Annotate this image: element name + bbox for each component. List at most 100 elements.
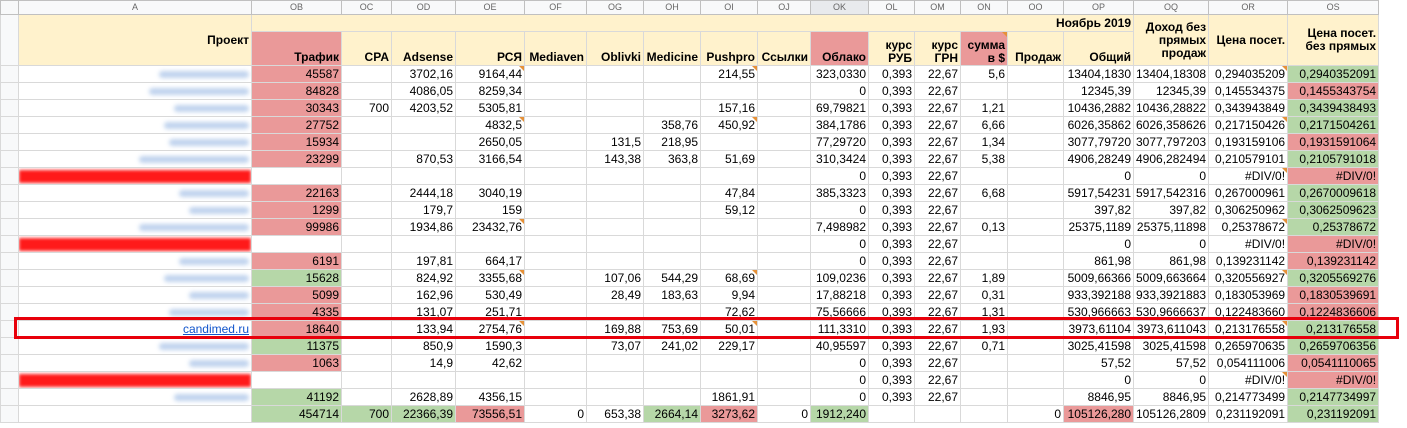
cell-t[interactable]: 4335 — [251, 303, 342, 321]
cell-t[interactable]: 84828 — [251, 82, 342, 100]
row-number[interactable] — [0, 320, 19, 338]
project-cell[interactable] — [18, 354, 252, 372]
cell-o[interactable] — [586, 371, 644, 389]
cell-a[interactable] — [391, 371, 456, 389]
cell-usd[interactable] — [960, 354, 1008, 372]
cell-c[interactable] — [341, 269, 392, 287]
cell-pr[interactable]: 0,25378672 — [1208, 218, 1289, 236]
column-header[interactable]: A — [18, 0, 252, 15]
cell-rub[interactable]: 0,393 — [868, 82, 915, 100]
cell-inc[interactable]: 0 — [1132, 371, 1210, 389]
cell-o[interactable] — [586, 201, 644, 219]
cell-pu[interactable]: 59,12 — [700, 201, 758, 219]
row-number[interactable] — [0, 286, 19, 304]
cell-r[interactable]: 530,49 — [455, 286, 525, 304]
cell-pu[interactable] — [700, 235, 758, 253]
cell-tot[interactable]: 105126,280 — [1063, 405, 1134, 423]
cell-pu[interactable] — [700, 354, 758, 372]
cell-l[interactable] — [757, 354, 811, 372]
cell-s[interactable] — [1007, 218, 1064, 236]
cell-pr[interactable]: 0,214773499 — [1208, 388, 1289, 406]
project-cell[interactable] — [18, 218, 252, 236]
column-header[interactable]: OJ — [757, 0, 811, 15]
rub-rate-header[interactable]: курс РУБ — [868, 31, 915, 66]
cell-rub[interactable]: 0,393 — [868, 320, 915, 338]
cell-r[interactable] — [455, 371, 525, 389]
cell-pn[interactable]: 0,3439438493 — [1287, 99, 1380, 117]
cell-r[interactable]: 23432,76 — [455, 218, 525, 236]
cell-inc[interactable]: 530,9666637 — [1132, 303, 1210, 321]
cell-pn[interactable]: 0,213176558 — [1287, 320, 1380, 338]
table-row[interactable]: 22163 2444,18 3040,19 47,84 385,3323 0,393 22,… — [0, 184, 1380, 202]
cell-md[interactable]: 183,63 — [643, 286, 701, 304]
cell-usd[interactable]: 5,38 — [960, 150, 1008, 168]
cell-uah[interactable]: 22,67 — [914, 184, 961, 202]
row-number[interactable] — [0, 218, 19, 236]
cell-l[interactable] — [757, 371, 811, 389]
cell-pr[interactable]: 0,213176558 — [1208, 320, 1289, 338]
cell-inc[interactable]: 933,3921883 — [1132, 286, 1210, 304]
cell-md[interactable]: 241,02 — [643, 337, 701, 355]
cell-usd[interactable]: 1,21 — [960, 99, 1008, 117]
corner-cell[interactable] — [0, 0, 19, 15]
cell-uah[interactable]: 22,67 — [914, 99, 961, 117]
cell-md[interactable] — [643, 371, 701, 389]
cell-pn[interactable]: 0,231192091 — [1287, 405, 1380, 423]
cell-pr[interactable]: 0,343943849 — [1208, 99, 1289, 117]
cell-rub[interactable]: 0,393 — [868, 116, 915, 134]
cell-pu[interactable]: 1861,91 — [700, 388, 758, 406]
column-header[interactable]: OI — [700, 0, 758, 15]
cell-r[interactable]: 4356,15 — [455, 388, 525, 406]
cell-pu[interactable]: 72,62 — [700, 303, 758, 321]
project-cell[interactable]: candimed.ru — [18, 320, 252, 338]
cell-uah[interactable]: 22,67 — [914, 82, 961, 100]
cell-inc[interactable]: 5009,663664 — [1132, 269, 1210, 287]
cell-cl[interactable]: 0 — [810, 235, 869, 253]
cell-usd[interactable]: 6,66 — [960, 116, 1008, 134]
cell-r[interactable]: 5305,81 — [455, 99, 525, 117]
cell-a[interactable] — [391, 133, 456, 151]
cell-pr[interactable]: #DIV/0! — [1208, 371, 1289, 389]
cell-usd[interactable] — [960, 388, 1008, 406]
row-number[interactable] — [0, 235, 19, 253]
cell-cl[interactable]: 310,3424 — [810, 150, 869, 168]
cell-s[interactable] — [1007, 371, 1064, 389]
cell-r[interactable]: 8259,34 — [455, 82, 525, 100]
cell-l[interactable] — [757, 337, 811, 355]
project-cell[interactable] — [18, 371, 252, 389]
cell-tot[interactable]: 25375,1189 — [1063, 218, 1134, 236]
cell-cl[interactable]: 323,0330 — [810, 65, 869, 83]
cell-t[interactable]: 23299 — [251, 150, 342, 168]
cell-r[interactable]: 1590,3 — [455, 337, 525, 355]
cell-t[interactable] — [251, 235, 342, 253]
cell-m[interactable] — [524, 218, 587, 236]
cell-l[interactable] — [757, 218, 811, 236]
cell-s[interactable] — [1007, 82, 1064, 100]
cell-a[interactable]: 131,07 — [391, 303, 456, 321]
cell-inc[interactable]: 3025,41598 — [1132, 337, 1210, 355]
cell-t[interactable]: 1299 — [251, 201, 342, 219]
project-cell[interactable] — [18, 65, 252, 83]
cell-a[interactable]: 3702,16 — [391, 65, 456, 83]
cell-cl[interactable]: 0 — [810, 201, 869, 219]
cloud-header[interactable]: Облако — [810, 31, 869, 66]
project-cell[interactable] — [18, 235, 252, 253]
cell-a[interactable]: 197,81 — [391, 252, 456, 270]
cell-m[interactable] — [524, 388, 587, 406]
cell-md[interactable]: 2664,14 — [643, 405, 701, 423]
cell-pn[interactable]: 0,2670009618 — [1287, 184, 1380, 202]
cell-md[interactable] — [643, 65, 701, 83]
cell-m[interactable] — [524, 65, 587, 83]
cell-pu[interactable] — [700, 371, 758, 389]
cell-uah[interactable] — [914, 405, 961, 423]
cell-rub[interactable]: 0,393 — [868, 337, 915, 355]
cell-rub[interactable] — [868, 405, 915, 423]
cell-r[interactable]: 42,62 — [455, 354, 525, 372]
cell-md[interactable] — [643, 82, 701, 100]
cell-r[interactable]: 4832,5 — [455, 116, 525, 134]
cell-rub[interactable]: 0,393 — [868, 201, 915, 219]
cell-pn[interactable]: 0,25378672 — [1287, 218, 1380, 236]
cell-o[interactable] — [586, 388, 644, 406]
cell-t[interactable]: 30343 — [251, 99, 342, 117]
row-number[interactable] — [0, 167, 19, 185]
